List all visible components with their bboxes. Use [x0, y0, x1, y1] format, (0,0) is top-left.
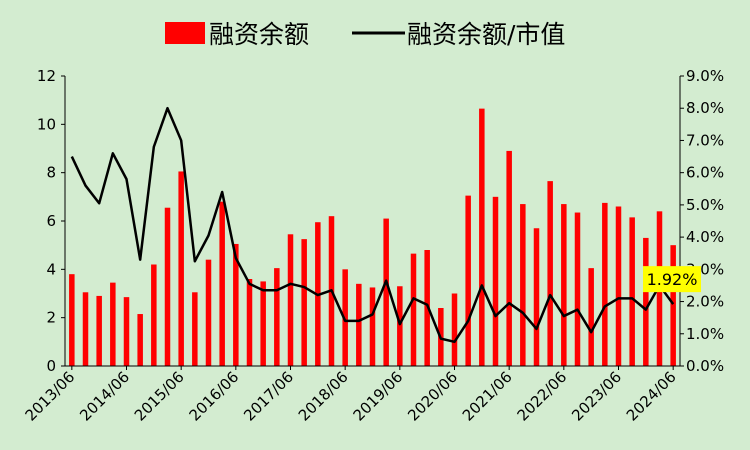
x-tick-label: 2016/06: [186, 368, 243, 425]
bar: [602, 202, 608, 367]
bar: [492, 196, 499, 366]
bar: [356, 283, 362, 366]
bar: [69, 274, 75, 366]
left-tick-label: 4: [46, 260, 56, 278]
legend-label-line: 融资余额/市值: [407, 20, 565, 49]
bar: [643, 237, 649, 366]
bar: [274, 268, 280, 367]
x-tick-label: 2017/06: [240, 368, 297, 425]
legend: 融资余额 融资余额/市值: [165, 20, 565, 49]
ratio-line: [70, 106, 675, 344]
bar: [260, 281, 266, 366]
right-tick-label: 8.0%: [686, 99, 724, 117]
bar: [219, 201, 225, 366]
bar: [246, 279, 253, 366]
bar: [533, 228, 540, 366]
legend-label-bar: 融资余额: [209, 20, 309, 49]
bar: [574, 212, 581, 366]
x-tick-label: 2020/06: [404, 368, 461, 425]
x-tick-label: 2013/06: [22, 368, 79, 425]
x-tick-label: 2018/06: [295, 368, 352, 425]
bar: [369, 287, 376, 366]
bar: [670, 245, 676, 366]
x-tick-label: 2024/06: [623, 368, 680, 425]
bar: [479, 108, 485, 367]
x-tick-label: 2022/06: [514, 368, 571, 425]
right-tick-label: 7.0%: [686, 131, 724, 149]
line-series: [70, 106, 675, 344]
legend-swatch-bar: [165, 22, 205, 44]
bar: [205, 259, 212, 366]
left-tick-label: 2: [46, 309, 56, 327]
bar: [506, 150, 512, 366]
right-tick-label: 6.0%: [686, 164, 724, 182]
bar: [342, 269, 348, 366]
x-tick-label: 2021/06: [459, 368, 516, 425]
left-tick-label: 0: [46, 357, 56, 375]
bar: [123, 297, 130, 367]
bar: [465, 195, 471, 367]
bar: [178, 171, 184, 366]
right-axis-ticks: 0.0%1.0%2.0%3.0%4.0%5.0%6.0%7.0%8.0%9.0%: [680, 67, 724, 375]
callout-label: 1.92%: [647, 270, 698, 289]
left-tick-label: 12: [37, 67, 56, 85]
bar: [151, 264, 157, 366]
bar: [301, 239, 307, 367]
callout-box: [643, 266, 701, 293]
left-axis-ticks: 0 2 4 6 8 10 12: [37, 67, 65, 375]
right-tick-label: 4.0%: [686, 228, 724, 246]
bar: [629, 217, 635, 366]
right-tick-label: 1.0%: [686, 325, 724, 343]
bar: [110, 282, 116, 367]
bar: [96, 295, 102, 366]
bar: [164, 207, 171, 366]
bar: [82, 292, 89, 366]
left-tick-label: 8: [46, 164, 56, 182]
bar-series: [69, 108, 676, 367]
right-tick-label: 5.0%: [686, 196, 724, 214]
x-tick-label: 2015/06: [131, 368, 188, 425]
bar: [410, 253, 417, 367]
x-tick-label: 2023/06: [568, 368, 625, 425]
x-tick-label: 2014/06: [76, 368, 133, 425]
bar: [192, 292, 198, 366]
bar: [137, 314, 143, 366]
value-callout: 1.92%: [643, 266, 701, 293]
bar: [520, 204, 526, 366]
x-axis-ticks: 2013/062014/062015/062016/062017/062018/…: [22, 366, 680, 425]
bar: [397, 286, 403, 366]
bar: [561, 204, 567, 366]
bar: [588, 268, 594, 367]
bar: [451, 293, 458, 366]
left-tick-label: 6: [46, 212, 56, 230]
x-tick-label: 2019/06: [350, 368, 407, 425]
left-tick-label: 10: [37, 115, 56, 133]
bar: [287, 234, 294, 366]
right-tick-label: 9.0%: [686, 67, 724, 85]
right-tick-label: 2.0%: [686, 293, 724, 311]
bar: [383, 218, 389, 366]
bar: [233, 243, 239, 366]
bar: [547, 181, 553, 366]
bar: [615, 206, 622, 366]
right-tick-label: 0.0%: [686, 357, 724, 375]
